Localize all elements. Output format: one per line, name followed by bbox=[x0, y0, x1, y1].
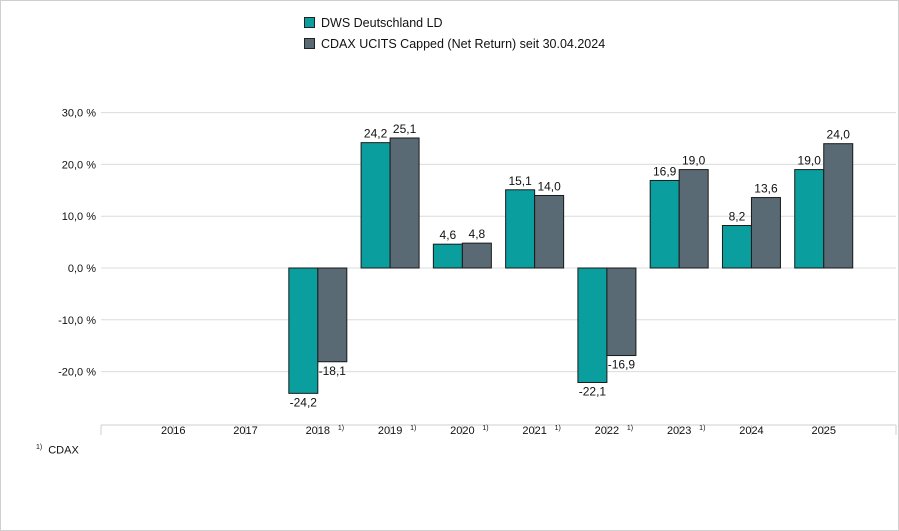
x-tick-label: 2021 bbox=[522, 425, 546, 437]
data-label: 19,0 bbox=[682, 154, 706, 168]
legend-swatch-benchmark bbox=[304, 38, 315, 49]
x-tick-footnote-mark: 1) bbox=[555, 425, 561, 432]
y-tick-label: -10,0 % bbox=[58, 315, 96, 327]
footnote: 1) CDAX bbox=[36, 444, 79, 457]
bar-benchmark bbox=[823, 143, 854, 269]
bar-benchmark bbox=[317, 267, 348, 363]
bar-fund bbox=[794, 169, 825, 269]
y-tick-label: 30,0 % bbox=[62, 108, 96, 120]
data-label: 24,2 bbox=[364, 127, 388, 141]
data-label: 25,1 bbox=[393, 122, 417, 136]
x-tick-label: 2023 bbox=[667, 425, 691, 437]
bar-fund bbox=[505, 189, 536, 269]
x-tick-label: 2022 bbox=[595, 425, 619, 437]
bar-benchmark bbox=[389, 137, 420, 269]
x-tick-label: 2017 bbox=[233, 425, 257, 437]
data-label: -24,2 bbox=[290, 395, 318, 409]
legend-label-benchmark: CDAX UCITS Capped (Net Return) seit 30.0… bbox=[321, 36, 606, 51]
bar-benchmark bbox=[534, 194, 565, 269]
legend: DWS Deutschland LD CDAX UCITS Capped (Ne… bbox=[304, 12, 605, 54]
data-label: 4,6 bbox=[440, 228, 457, 242]
x-tick-label: 2020 bbox=[450, 425, 474, 437]
bar-benchmark bbox=[750, 197, 781, 269]
data-label: -16,9 bbox=[608, 358, 636, 372]
data-label: 19,0 bbox=[798, 154, 822, 168]
bar-fund bbox=[432, 243, 463, 269]
data-label: 4,8 bbox=[469, 227, 486, 241]
x-tick-footnote-mark: 1) bbox=[699, 425, 705, 432]
legend-item-fund: DWS Deutschland LD bbox=[304, 12, 605, 33]
x-tick-label: 2024 bbox=[739, 425, 763, 437]
legend-label-fund: DWS Deutschland LD bbox=[321, 15, 443, 30]
bar-benchmark bbox=[606, 267, 637, 357]
x-tick-label: 2018 bbox=[306, 425, 330, 437]
legend-item-benchmark: CDAX UCITS Capped (Net Return) seit 30.0… bbox=[304, 33, 605, 54]
x-tick-footnote-mark: 1) bbox=[482, 425, 488, 432]
y-tick-label: 0,0 % bbox=[68, 263, 96, 275]
y-tick-label: 10,0 % bbox=[62, 211, 96, 223]
data-label: 16,9 bbox=[653, 164, 677, 178]
data-label: -22,1 bbox=[579, 384, 607, 398]
x-tick-footnote-mark: 1) bbox=[627, 425, 633, 432]
data-label: 13,6 bbox=[754, 182, 778, 196]
x-tick-label: 2016 bbox=[161, 425, 185, 437]
bar-fund bbox=[577, 267, 608, 383]
x-tick-footnote-mark: 1) bbox=[410, 425, 416, 432]
bar-benchmark bbox=[678, 169, 709, 269]
bar-benchmark bbox=[461, 242, 492, 269]
legend-swatch-fund bbox=[304, 17, 315, 28]
bar-fund bbox=[721, 225, 752, 269]
x-tick-label: 2019 bbox=[378, 425, 402, 437]
bar-fund bbox=[649, 179, 680, 269]
data-label: 24,0 bbox=[827, 128, 851, 142]
footnote-mark: 1) bbox=[36, 444, 43, 451]
data-label: 8,2 bbox=[729, 210, 746, 224]
y-tick-label: -20,0 % bbox=[58, 367, 96, 379]
data-label: 14,0 bbox=[537, 179, 561, 193]
x-tick-label: 2025 bbox=[811, 425, 835, 437]
data-label: -18,1 bbox=[319, 364, 347, 378]
footnote-text: CDAX bbox=[48, 444, 79, 457]
y-tick-label: 20,0 % bbox=[62, 159, 96, 171]
data-label: 15,1 bbox=[508, 174, 532, 188]
x-tick-footnote-mark: 1) bbox=[338, 425, 344, 432]
bar-fund bbox=[288, 267, 319, 394]
bar-fund bbox=[360, 142, 391, 269]
